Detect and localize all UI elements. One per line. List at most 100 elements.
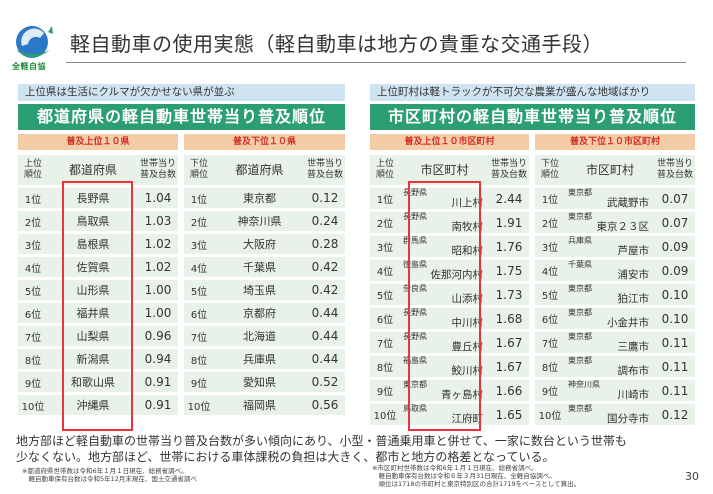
city-label: 武蔵野市 <box>607 197 649 209</box>
summary-text: 地方部ほど軽自動車の世帯当り普及台数が多い傾向にあり、小型・普通乗用車と併せて、… <box>16 433 706 465</box>
value-cell: 1.03 <box>138 211 178 231</box>
table-row: 8位 新潟県 0.94 <box>18 349 178 369</box>
prefecture-label: 東京都 <box>403 380 427 389</box>
note-line: ※市区町村世帯数は令和6年１月１日現在、総務省調べ。 <box>372 464 538 472</box>
value-cell: 1.00 <box>138 303 178 323</box>
value-cell: 1.67 <box>489 356 529 377</box>
value-cell: 0.07 <box>655 212 695 233</box>
value-cell: 0.11 <box>655 332 695 353</box>
summary-line: 少なくない。地方部ほど、世帯における車体課税の負担は大きく、都市と地方の格差とな… <box>16 450 555 464</box>
municipality-cell: 東京都 東京２３区 <box>565 212 655 233</box>
rank-cell: 9位 <box>18 372 48 392</box>
table-row: 5位 埼玉県 0.42 <box>184 280 345 300</box>
city-label: 東京２３区 <box>596 221 650 233</box>
value-cell: 0.09 <box>655 236 695 257</box>
table-row: 1位 東京都 0.12 <box>184 188 345 208</box>
rank-cell: 9位 <box>184 372 214 392</box>
value-cell: 1.02 <box>138 234 178 254</box>
city-label: 豊丘村 <box>451 341 484 353</box>
value-cell: 0.94 <box>138 349 178 369</box>
value-cell: 0.12 <box>305 188 345 208</box>
table-row: 10位 東京都 国分寺市 0.12 <box>535 404 695 425</box>
left-bottom-table: 下位 順位 都道府県 世帯当り 普及台数 1位 東京都 0.12 2位 神奈川県 0.24 3位 大阪府… <box>184 152 345 418</box>
municipality-cell: 長野県 中川村 <box>400 308 489 329</box>
table-row: 10位 沖縄県 0.91 <box>18 395 178 415</box>
city-label: 国分寺市 <box>607 413 649 425</box>
prefecture-cell: 愛知県 <box>214 372 305 392</box>
page-title: 軽自動車の使用実態（軽自動車は地方の貴重な交通手段） <box>70 32 603 56</box>
rank-cell: 3位 <box>535 236 565 257</box>
rank-cell: 3位 <box>184 234 214 254</box>
rank-cell: 3位 <box>370 236 400 257</box>
rank-cell: 8位 <box>535 356 565 377</box>
city-label: 昭和村 <box>451 245 484 257</box>
name-header: 市区町村 <box>565 155 655 185</box>
prefecture-cell: 山梨県 <box>48 326 138 346</box>
table-row: 1位 東京都 武蔵野市 0.07 <box>535 188 695 209</box>
rank-cell: 7位 <box>370 332 400 353</box>
rank-cell: 10位 <box>535 404 565 425</box>
table-row: 5位 山形県 1.00 <box>18 280 178 300</box>
municipality-cell: 福島県 鮫川村 <box>400 356 489 377</box>
rank-cell: 6位 <box>370 308 400 329</box>
city-label: 浦安市 <box>617 269 650 281</box>
prefecture-label: 徳島県 <box>403 260 427 269</box>
prefecture-cell: 新潟県 <box>48 349 138 369</box>
table-header-row: 下位 順位 都道府県 世帯当り 普及台数 <box>184 155 345 185</box>
rank-cell: 10位 <box>370 404 400 425</box>
city-label: 狛江市 <box>617 293 650 305</box>
title-underline <box>66 62 686 63</box>
rank-cell: 8位 <box>18 349 48 369</box>
table-row: 9位 愛知県 0.52 <box>184 372 345 392</box>
value-cell: 0.91 <box>138 395 178 415</box>
name-header: 都道府県 <box>214 155 305 185</box>
value-cell: 0.44 <box>305 326 345 346</box>
prefecture-label: 東京都 <box>568 308 592 317</box>
value-cell: 0.44 <box>305 303 345 323</box>
prefecture-cell: 大阪府 <box>214 234 305 254</box>
municipality-cell: 東京都 調布市 <box>565 356 655 377</box>
page-number: 30 <box>685 470 699 483</box>
municipality-cell: 東京都 国分寺市 <box>565 404 655 425</box>
rank-cell: 5位 <box>370 284 400 305</box>
value-cell: 0.10 <box>655 284 695 305</box>
note-line: 軽自動車保有台数は令和5年12月末現在、国土交通省調べ <box>22 475 197 483</box>
table-row: 4位 千葉県 0.42 <box>184 257 345 277</box>
prefecture-label: 千葉県 <box>568 260 592 269</box>
right-caption: 上位町村は軽トラックが不可欠な農業が盛んな地域ばかり <box>370 84 695 101</box>
table-row: 8位 福島県 鮫川村 1.67 <box>370 356 529 377</box>
rank-cell: 6位 <box>184 303 214 323</box>
prefecture-cell: 鳥取県 <box>48 211 138 231</box>
city-label: 川崎市 <box>617 389 650 401</box>
table-header-row: 下位 順位 市区町村 世帯当り 普及台数 <box>535 155 695 185</box>
summary-line: 地方部ほど軽自動車の世帯当り普及台数が多い傾向にあり、小型・普通乗用車と併せて、… <box>16 434 627 448</box>
rank-cell: 4位 <box>18 257 48 277</box>
note-right: ※市区町村世帯数は令和6年１月１日現在、総務省調べ。 軽自動車保有台数は令和６年… <box>372 464 580 488</box>
prefecture-cell: 長野県 <box>48 188 138 208</box>
municipality-cell: 群馬県 昭和村 <box>400 236 489 257</box>
rank-cell: 2位 <box>535 212 565 233</box>
table-row: 6位 東京都 小金井市 0.10 <box>535 308 695 329</box>
municipality-cell: 東京都 三鷹市 <box>565 332 655 353</box>
table-row: 5位 奈良県 山添村 1.73 <box>370 284 529 305</box>
rank-cell: 9位 <box>535 380 565 401</box>
rank-cell: 8位 <box>184 349 214 369</box>
table-row: 9位 東京都 青ヶ島村 1.66 <box>370 380 529 401</box>
rank-cell: 6位 <box>535 308 565 329</box>
table-row: 9位 和歌山県 0.91 <box>18 372 178 392</box>
value-cell: 1.76 <box>489 236 529 257</box>
right-top-label: 普及上位１０市区町村 <box>370 134 529 150</box>
city-label: 鮫川村 <box>451 365 484 377</box>
logo-text: 全軽自協 <box>12 62 46 71</box>
table-header-row: 上位 順位 都道府県 世帯当り 普及台数 <box>18 155 178 185</box>
municipality-cell: 長野県 豊丘村 <box>400 332 489 353</box>
rank-cell: 9位 <box>370 380 400 401</box>
municipality-cell: 奈良県 山添村 <box>400 284 489 305</box>
prefecture-label: 長野県 <box>403 308 427 317</box>
prefecture-label: 鳥取県 <box>403 404 427 413</box>
rank-cell: 10位 <box>18 395 48 415</box>
note-line: 軽自動車保有台数は令和６年３月31日現在、全軽自協調べ。 <box>372 472 556 480</box>
value-cell: 0.42 <box>305 280 345 300</box>
prefecture-cell: 兵庫県 <box>214 349 305 369</box>
municipality-cell: 鳥取県 江府町 <box>400 404 489 425</box>
